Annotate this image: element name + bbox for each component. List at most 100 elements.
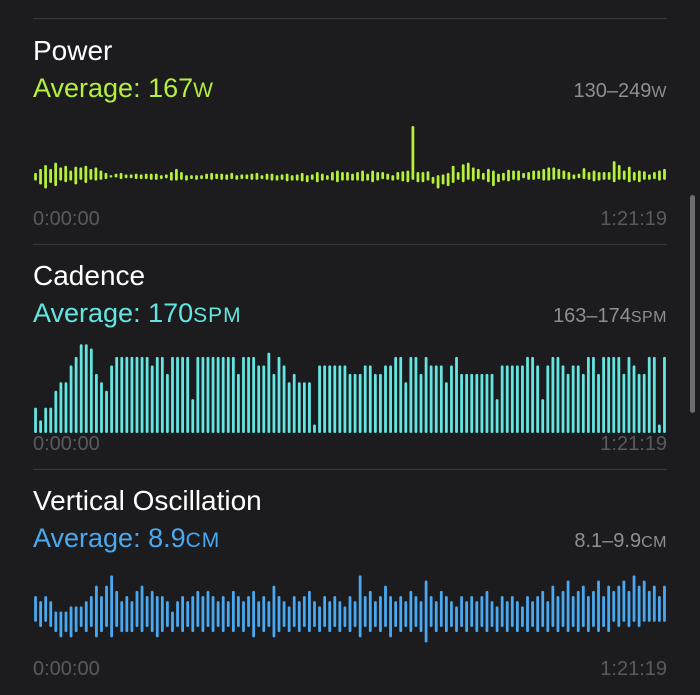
power-chart-bar — [451, 165, 455, 183]
cadence-chart-bar — [74, 356, 78, 433]
power-chart-bar — [290, 175, 294, 181]
vertical-oscillation-chart-bar — [59, 611, 63, 638]
vertical-oscillation-chart[interactable] — [33, 563, 667, 659]
cadence-chart-bar — [262, 365, 266, 433]
vertical-oscillation-chart-bar — [363, 596, 367, 627]
vertical-oscillation-chart-bar — [663, 585, 666, 622]
vertical-oscillation-chart-bar — [627, 590, 631, 627]
power-chart-bar — [260, 175, 264, 180]
vertical-oscillation-chart-bar — [379, 596, 382, 633]
vertical-oscillation-chart-bar — [49, 601, 53, 627]
power-chart-bar — [310, 174, 314, 180]
power-chart-bar — [421, 172, 425, 183]
cadence-chart-bar — [409, 356, 413, 433]
vertical-oscillation-chart-bar — [348, 596, 352, 633]
vertical-oscillation-chart-bar — [475, 601, 479, 633]
power-chart-bar — [34, 172, 37, 181]
power-chart-bar — [235, 175, 239, 180]
power-chart[interactable] — [33, 113, 667, 209]
power-chart-bar — [658, 170, 661, 181]
cadence-chart-bar — [105, 390, 108, 433]
vertical-oscillation-chart-bar — [647, 590, 651, 622]
power-chart-bar — [159, 175, 163, 180]
cadence-chart-bar — [115, 356, 119, 433]
cadence-chart-bar — [455, 356, 458, 433]
power-chart-bar — [250, 173, 254, 180]
cadence-section[interactable]: Cadence Average: 170SPM 163–174SPM 0:00:… — [0, 245, 700, 470]
power-section[interactable]: Power Average: 167W 130–249W 0:00:00 1:2… — [0, 20, 700, 245]
cadence-chart-bar — [252, 356, 256, 433]
vertical-oscillation-section[interactable]: Vertical Oscillation Average: 8.9CM 8.1–… — [0, 470, 700, 695]
cadence-chart-bar — [313, 424, 316, 433]
vertical-oscillation-chart-bar — [79, 606, 83, 627]
cadence-chart-bar — [211, 356, 215, 433]
power-chart-bar — [315, 172, 319, 183]
cadence-chart-bar — [551, 356, 555, 433]
cadence-chart[interactable] — [33, 338, 667, 434]
vertical-oscillation-chart-bar — [343, 606, 347, 627]
cadence-chart-bar — [510, 365, 514, 433]
power-chart-bar — [401, 171, 405, 182]
vertical-oscillation-chart-bar — [100, 596, 103, 633]
power-chart-bar — [416, 172, 420, 183]
vertical-oscillation-chart-bar — [318, 606, 321, 633]
cadence-chart-bar — [302, 382, 306, 433]
vertical-oscillation-chart-bar — [267, 601, 271, 627]
cadence-chart-bar — [54, 390, 58, 433]
vertical-oscillation-chart-bar — [429, 596, 433, 627]
section-divider — [33, 244, 667, 245]
cadence-chart-bar — [287, 382, 291, 433]
cadence-chart-bar — [556, 356, 560, 433]
cadence-chart-bar — [166, 373, 169, 433]
power-chart-bar — [376, 172, 380, 181]
vertical-oscillation-chart-bar — [155, 596, 159, 638]
power-chart-bar — [185, 175, 188, 181]
power-chart-bar — [406, 170, 410, 183]
vertical-oscillation-chart-bar — [521, 606, 524, 627]
power-chart-bar — [607, 172, 611, 180]
vertical-oscillation-chart-bar — [89, 596, 93, 627]
power-chart-bar — [44, 165, 47, 189]
power-chart-bar — [270, 173, 274, 181]
vertical-oscillation-chart-bar — [252, 590, 256, 638]
cadence-chart-bar — [399, 356, 403, 433]
vertical-oscillation-chart-bar — [561, 590, 565, 627]
cadence-chart-bar — [226, 356, 230, 433]
power-chart-bar — [225, 174, 229, 180]
scroll-indicator[interactable] — [690, 195, 695, 413]
power-average-unit: W — [193, 79, 214, 102]
cadence-chart-bar — [308, 382, 311, 433]
cadence-chart-bar — [59, 382, 63, 433]
vertical-oscillation-chart-bar — [69, 606, 73, 638]
vertical-oscillation-chart-bar — [115, 590, 119, 627]
power-chart-bar — [134, 173, 138, 180]
cadence-chart-bar — [450, 365, 453, 433]
vertical-oscillation-chart-bar — [226, 601, 230, 627]
vertical-oscillation-chart-bar — [581, 585, 585, 627]
vertical-oscillation-chart-bar — [171, 611, 174, 633]
cadence-chart-bar — [500, 365, 504, 433]
power-chart-bar — [366, 173, 369, 181]
vertical-oscillation-chart-bar — [617, 585, 621, 627]
power-chart-bar — [426, 171, 430, 181]
vertical-oscillation-chart-bar — [602, 596, 605, 627]
vertical-oscillation-chart-bar — [333, 596, 337, 627]
power-chart-bar — [351, 173, 354, 181]
vertical-oscillation-chart-bar — [74, 606, 78, 633]
power-chart-bar — [215, 173, 219, 180]
vertical-oscillation-chart-bar — [277, 596, 281, 633]
power-chart-bar — [527, 172, 531, 180]
cadence-chart-bar — [181, 356, 185, 433]
power-chart-bar — [119, 172, 123, 180]
vertical-oscillation-chart-bar — [166, 601, 169, 627]
cadence-chart-bar — [216, 356, 220, 433]
cadence-chart-bar — [561, 365, 565, 433]
vertical-oscillation-chart-bar — [292, 596, 296, 627]
vertical-oscillation-chart-bar — [257, 601, 261, 627]
power-chart-bar — [210, 172, 214, 180]
vertical-oscillation-chart-bar — [353, 601, 357, 627]
power-chart-bar — [622, 170, 626, 180]
power-chart-bar — [195, 175, 198, 180]
vertical-oscillation-chart-bar — [206, 590, 210, 627]
vertical-oscillation-chart-bar — [272, 585, 276, 638]
